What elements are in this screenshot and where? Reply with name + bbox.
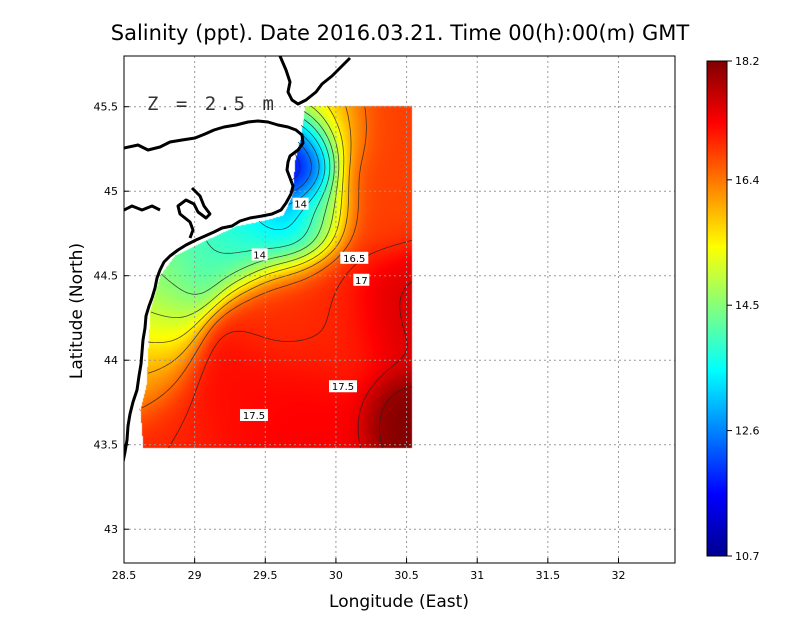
contour-label: 14 bbox=[251, 248, 268, 261]
x-tick-label: 30 bbox=[329, 569, 343, 582]
coastline-main bbox=[124, 119, 305, 463]
contour-label-text: 17 bbox=[355, 276, 368, 287]
x-axis-ticks: 28.5 29 29.5 30 30.5 31 31.5 32 bbox=[112, 558, 625, 582]
y-axis-label: Latitude (North) bbox=[67, 243, 87, 379]
contour-labels: 14 14 16.5 17 17.5 17.5 bbox=[239, 197, 370, 422]
contour-label: 14 bbox=[292, 197, 309, 211]
y-tick-label: 45.5 bbox=[94, 101, 119, 114]
y-tick-label: 45 bbox=[104, 185, 118, 198]
contour-label-text: 17.5 bbox=[243, 411, 265, 422]
plot-frame bbox=[123, 55, 676, 564]
x-tick-label: 32 bbox=[611, 569, 625, 582]
contour-label-box bbox=[251, 248, 268, 261]
contour-label-text: 17.5 bbox=[332, 382, 354, 393]
colorbar-tick-label: 18.2 bbox=[735, 55, 760, 68]
contour-label: 17.5 bbox=[239, 408, 268, 422]
x-tick-label: 31 bbox=[470, 569, 484, 582]
y-tick-label: 44.5 bbox=[94, 270, 119, 283]
colorbar-tick-label: 14.5 bbox=[735, 299, 760, 312]
coastline-bay bbox=[124, 204, 161, 212]
y-axis-ticks: 43 43.5 44 44.5 45 45.5 bbox=[94, 101, 129, 536]
colorbar-bar bbox=[706, 60, 728, 557]
colorbar-ticks: 10.7 12.6 14.5 16.4 18.2 bbox=[727, 55, 760, 563]
contour-label-box bbox=[292, 197, 309, 210]
y-tick-label: 43 bbox=[104, 523, 118, 536]
contour-label-box bbox=[239, 408, 268, 421]
plot-area bbox=[124, 56, 675, 563]
y-tick-label: 43.5 bbox=[94, 439, 119, 452]
colorbar: 10.7 12.6 14.5 16.4 18.2 bbox=[706, 55, 760, 563]
contour-line-set bbox=[138, 105, 413, 449]
contour-label-text: 14 bbox=[294, 200, 307, 211]
contour-label-box bbox=[353, 273, 370, 286]
contour-label: 16.5 bbox=[340, 251, 369, 265]
contour-lines bbox=[138, 105, 413, 449]
contour-label-text: 14 bbox=[253, 250, 266, 261]
colorbar-tick-label: 10.7 bbox=[735, 550, 760, 563]
y-tick-label: 44 bbox=[104, 354, 118, 367]
depth-annotation: Z = 2.5 m bbox=[147, 93, 277, 115]
coastline-lagoon bbox=[176, 186, 212, 239]
colorbar-tick-label: 12.6 bbox=[735, 425, 760, 438]
contour-label-box bbox=[328, 380, 357, 393]
x-tick-label: 29 bbox=[188, 569, 202, 582]
contour-label: 17.5 bbox=[328, 380, 357, 393]
contour-label-text: 16.5 bbox=[343, 254, 365, 265]
contour-label: 17 bbox=[353, 273, 370, 287]
contour-label-box bbox=[340, 251, 369, 264]
x-tick-label: 28.5 bbox=[112, 569, 137, 582]
chart-title: Salinity (ppt). Date 2016.03.21. Time 00… bbox=[111, 21, 690, 45]
x-tick-label: 30.5 bbox=[394, 569, 419, 582]
x-axis-label: Longitude (East) bbox=[329, 592, 469, 612]
x-tick-label: 29.5 bbox=[253, 569, 278, 582]
coastline-north bbox=[278, 56, 352, 106]
coastline bbox=[124, 56, 352, 463]
grid-lines bbox=[124, 56, 675, 563]
colorbar-tick-label: 16.4 bbox=[735, 174, 760, 187]
x-tick-label: 31.5 bbox=[536, 569, 561, 582]
